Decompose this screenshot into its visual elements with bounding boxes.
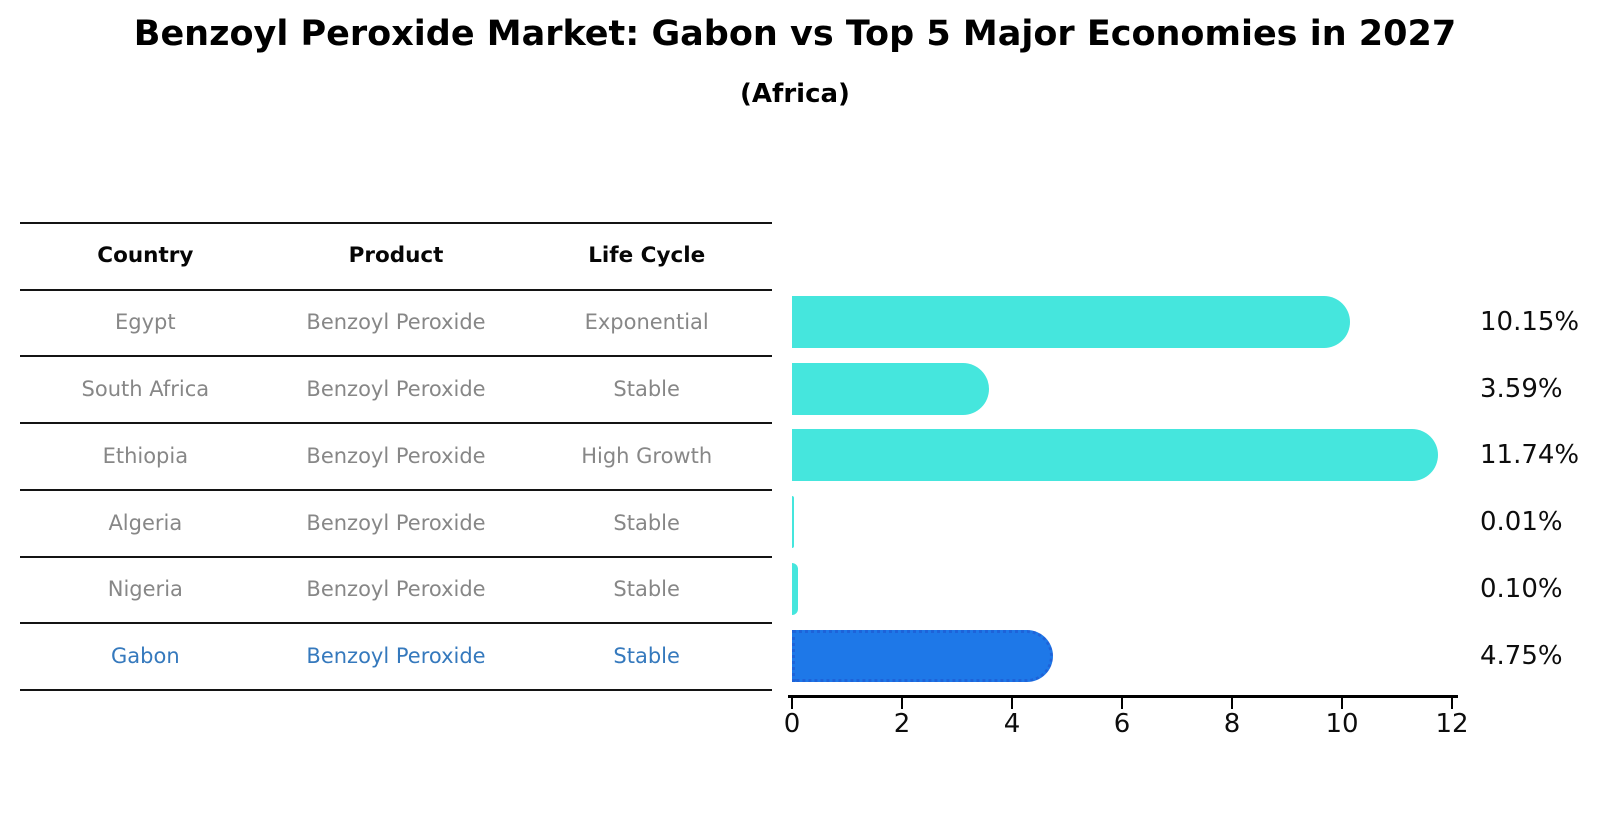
value-label-ethiopia: 11.74%: [1480, 440, 1580, 471]
table-row: Gabon Benzoyl Peroxide Stable: [20, 622, 772, 689]
x-axis-tick-label: 0: [783, 709, 801, 739]
x-axis-tick: [1010, 698, 1014, 709]
cell-country: Algeria: [108, 510, 183, 535]
cell-product: Benzoyl Peroxide: [306, 577, 486, 602]
x-axis-tick: [1340, 698, 1344, 709]
cell-product: Benzoyl Peroxide: [306, 643, 486, 668]
cell-life-cycle: High Growth: [581, 443, 713, 468]
cell-country: Egypt: [115, 310, 176, 335]
bar-chart-plot-area: [792, 289, 1452, 689]
cell-life-cycle: Exponential: [584, 310, 709, 335]
column-header-product: Product: [348, 243, 444, 269]
value-label-nigeria: 0.10%: [1480, 573, 1563, 604]
cell-life-cycle: Stable: [613, 643, 680, 668]
cell-product: Benzoyl Peroxide: [306, 310, 486, 335]
country-table: Country Product Life Cycle Egypt Benzoyl…: [20, 222, 772, 691]
bar-algeria: [792, 496, 794, 549]
cell-country: Gabon: [111, 643, 180, 668]
x-axis-tick-label: 8: [1223, 709, 1241, 739]
value-label-gabon: 4.75%: [1480, 640, 1563, 671]
table-row: Algeria Benzoyl Peroxide Stable: [20, 488, 772, 556]
cell-life-cycle: Stable: [613, 577, 680, 602]
value-label-algeria: 0.01%: [1480, 507, 1563, 538]
x-axis-tick-label: 4: [1003, 709, 1021, 739]
bar-south-africa: [792, 362, 990, 415]
bar-gabon: [792, 629, 1054, 682]
table-row: Ethiopia Benzoyl Peroxide High Growth: [20, 422, 772, 489]
column-header-life-cycle: Life Cycle: [588, 243, 706, 269]
x-axis-tick-label: 6: [1113, 709, 1131, 739]
x-axis-tick: [900, 698, 904, 709]
cell-product: Benzoyl Peroxide: [306, 510, 486, 535]
x-axis-tick: [1450, 698, 1454, 709]
chart-title: Benzoyl Peroxide Market: Gabon vs Top 5 …: [133, 14, 1457, 54]
bar-ethiopia: [792, 429, 1438, 482]
chart-subtitle: (Africa): [740, 79, 850, 109]
x-axis-tick-label: 10: [1325, 709, 1359, 739]
bar-egypt: [792, 296, 1351, 349]
cell-product: Benzoyl Peroxide: [306, 377, 486, 402]
table-row: South Africa Benzoyl Peroxide Stable: [20, 355, 772, 422]
table-row: Nigeria Benzoyl Peroxide Stable: [20, 555, 772, 623]
bar-nigeria: [792, 562, 798, 615]
value-label-egypt: 10.15%: [1480, 307, 1580, 338]
x-axis-tick: [1120, 698, 1124, 709]
table-header-row: Country Product Life Cycle: [20, 222, 772, 289]
table-row: Egypt Benzoyl Peroxide Exponential: [20, 288, 772, 356]
cell-life-cycle: Stable: [613, 377, 680, 402]
x-axis-tick: [790, 698, 794, 709]
column-header-country: Country: [97, 243, 194, 269]
x-axis-tick-label: 2: [893, 709, 911, 739]
cell-product: Benzoyl Peroxide: [306, 443, 486, 468]
value-label-south-africa: 3.59%: [1480, 373, 1563, 404]
cell-country: South Africa: [81, 377, 210, 402]
cell-country: Nigeria: [107, 577, 183, 602]
table-body: Egypt Benzoyl Peroxide Exponential South…: [20, 288, 772, 689]
cell-country: Ethiopia: [102, 443, 189, 468]
x-axis-tick: [1230, 698, 1234, 709]
x-axis-tick-label: 12: [1435, 709, 1469, 739]
cell-life-cycle: Stable: [613, 510, 680, 535]
x-axis-line: [788, 695, 1458, 698]
